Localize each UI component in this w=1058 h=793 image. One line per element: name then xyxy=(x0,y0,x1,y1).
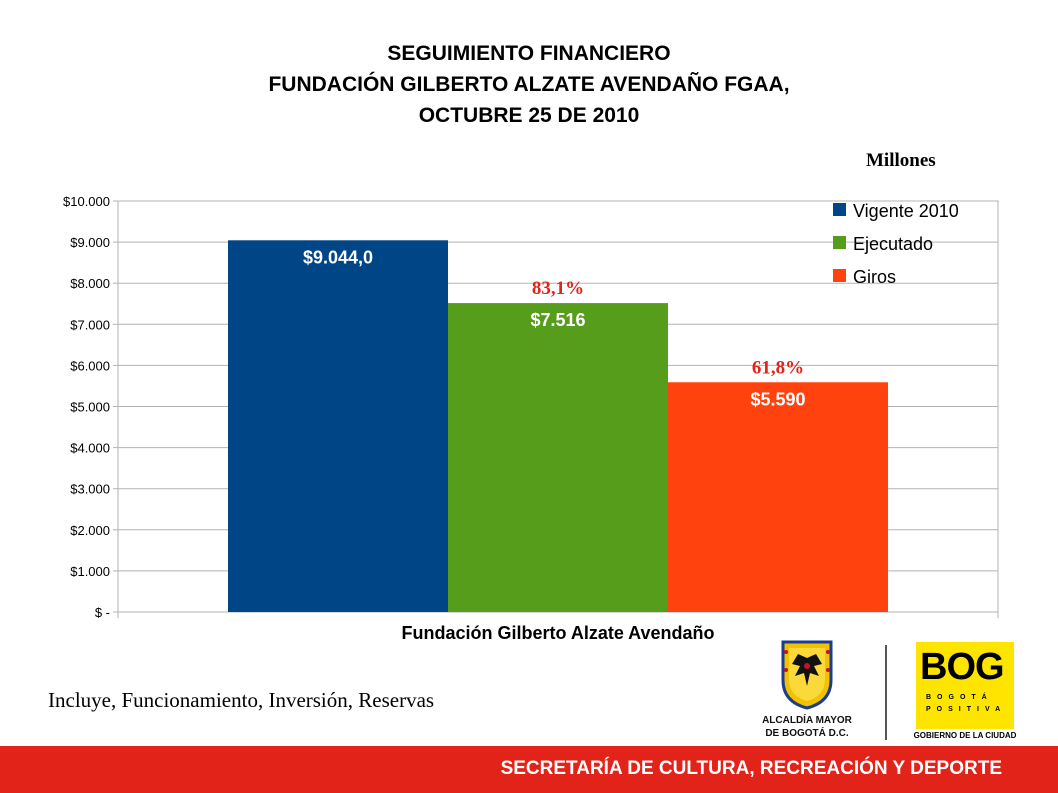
legend-swatch xyxy=(833,203,846,216)
y-tick-label: $10.000 xyxy=(63,194,110,209)
footer-bar: SECRETARÍA DE CULTURA, RECREACIÓN Y DEPO… xyxy=(0,746,1058,793)
alcaldia-line-2: DE BOGOTÁ D.C. xyxy=(765,728,849,739)
percent-annotation: 61,8% xyxy=(752,357,804,378)
y-tick-label: $2.000 xyxy=(70,523,110,538)
bog-mark: BOG xyxy=(920,646,1005,688)
gobierno-label: GOBIERNO DE LA CIUDAD xyxy=(913,731,1017,740)
alcaldia-line-1: ALCALDÍA MAYOR xyxy=(762,715,852,726)
bar-chart: $10.000 $9.000 $8.000 $7.000 $6.000 $5.000 $4.… xyxy=(63,194,999,643)
y-tick-label: $9.000 xyxy=(70,235,110,250)
legend-swatch xyxy=(833,236,846,249)
bar-value-label: $7.516 xyxy=(530,310,585,330)
bar-value-label: $5.590 xyxy=(750,389,805,409)
footer-text: SECRETARÍA DE CULTURA, RECREACIÓN Y DEPO… xyxy=(500,758,1002,779)
coat-of-arms-icon xyxy=(781,640,833,710)
y-tick-label: $1.000 xyxy=(70,564,110,579)
y-tick-label: $8.000 xyxy=(70,276,110,291)
title-line-3: OCTUBRE 25 DE 2010 xyxy=(418,104,640,127)
x-axis-label: Fundación Gilberto Alzate Avendaño xyxy=(401,623,714,643)
bar-vigente-2010 xyxy=(228,240,448,612)
bar-value-label: $9.044,0 xyxy=(303,247,373,267)
y-tick-label: $6.000 xyxy=(70,358,110,373)
bar-giros xyxy=(668,382,888,612)
y-tick-label: $7.000 xyxy=(70,317,110,332)
title-line-2: FUNDACIÓN GILBERTO ALZATE AVENDAÑO FGAA, xyxy=(268,73,790,96)
bog-line-1: BOGOTÁ xyxy=(926,694,993,701)
footnote: Incluye, Funcionamiento, Inversión, Rese… xyxy=(48,688,435,712)
title-line-1: SEGUIMIENTO FINANCIERO xyxy=(387,42,671,65)
logo-divider xyxy=(885,645,887,740)
y-tick-label: $3.000 xyxy=(70,482,110,497)
alcaldia-logo: ALCALDÍA MAYOR DE BOGOTÁ D.C. xyxy=(748,640,866,744)
legend-entry: Giros xyxy=(853,267,896,287)
chart-title: SEGUIMIENTO FINANCIERO FUNDACIÓN GILBERT… xyxy=(0,38,1058,131)
bogota-positiva-logo: BOG BOGOTÁ POSITIVA xyxy=(916,642,1014,729)
y-tick-label: $4.000 xyxy=(70,441,110,456)
unit-label: Millones xyxy=(866,150,936,171)
bog-line-2: POSITIVA xyxy=(926,706,1007,713)
y-tick-label: $ - xyxy=(95,605,110,620)
legend-entry: Ejecutado xyxy=(853,234,933,254)
percent-annotation: 83,1% xyxy=(532,278,584,299)
legend-swatch xyxy=(833,269,846,282)
bar-ejecutado xyxy=(448,303,668,612)
legend-entry: Vigente 2010 xyxy=(853,201,959,221)
y-tick-label: $5.000 xyxy=(70,400,110,415)
